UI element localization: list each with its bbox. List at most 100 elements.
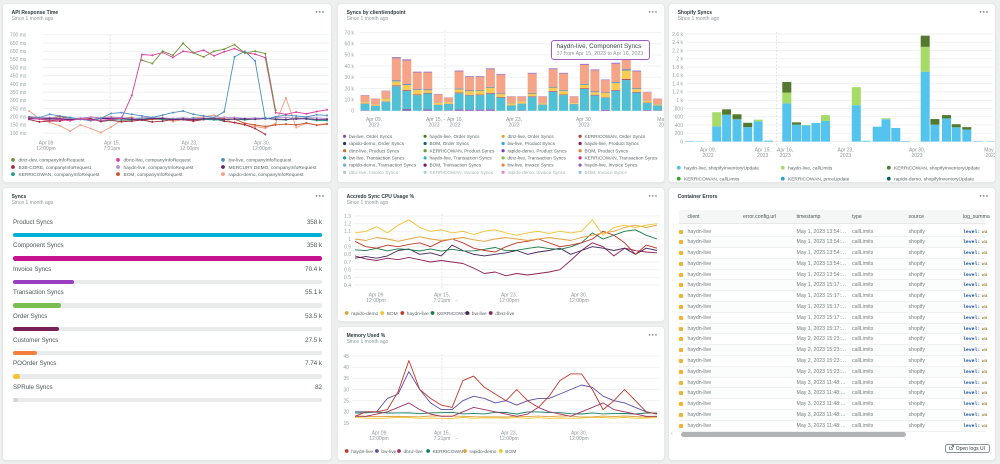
svg-text:1.6 k: 1.6 k bbox=[672, 73, 683, 79]
svg-text:12:00pm: 12:00pm bbox=[499, 436, 518, 442]
svg-text:dtnz-dev, companyInfoRequest: dtnz-dev, companyInfoRequest bbox=[19, 158, 86, 164]
svg-text:200 ms: 200 ms bbox=[10, 115, 27, 121]
svg-text:~: ~ bbox=[455, 436, 458, 441]
svg-text:0.9: 0.9 bbox=[344, 245, 351, 251]
svg-text:500 ms: 500 ms bbox=[10, 65, 27, 71]
svg-text:rapido-demo, companyInfoReques: rapido-demo, companyInfoRequest bbox=[229, 172, 305, 178]
svg-text:bw-live, Transaction Syncs: bw-live, Transaction Syncs bbox=[349, 156, 405, 161]
svg-text:rapido-demo: rapido-demo bbox=[470, 449, 497, 455]
svg-text:dbnz-live: dbnz-live bbox=[495, 311, 515, 317]
svg-text:2 k: 2 k bbox=[676, 57, 683, 63]
svg-text:Apr 09: Apr 09 bbox=[372, 431, 387, 437]
svg-text:dbnz-live: dbnz-live bbox=[404, 449, 424, 455]
svg-text:BOM, Order Syncs: BOM, Order Syncs bbox=[430, 141, 470, 146]
svg-text:Apr 30,: Apr 30, bbox=[576, 117, 592, 123]
svg-text:400: 400 bbox=[675, 123, 684, 129]
svg-text:1 k: 1 k bbox=[676, 98, 683, 104]
svg-text:0.6: 0.6 bbox=[344, 268, 351, 274]
svg-text:2023: 2023 bbox=[508, 122, 519, 128]
svg-text:Apr 30,: Apr 30, bbox=[571, 293, 587, 299]
svg-text:BOM: BOM bbox=[505, 449, 516, 455]
svg-text:1.3: 1.3 bbox=[344, 214, 351, 220]
svg-text:Apr 15,: Apr 15, bbox=[755, 148, 771, 154]
svg-text:KERRICOWAN: KERRICOWAN bbox=[437, 311, 470, 317]
svg-text:40 k: 40 k bbox=[345, 64, 355, 70]
svg-text:0: 0 bbox=[680, 139, 683, 145]
svg-text:BOM, Invoice Syncs: BOM, Invoice Syncs bbox=[585, 170, 628, 175]
svg-text:20 k: 20 k bbox=[345, 86, 355, 92]
svg-text:1.2: 1.2 bbox=[344, 222, 351, 228]
svg-text:450 ms: 450 ms bbox=[10, 74, 27, 80]
svg-text:KERRICOWAN: KERRICOWAN bbox=[433, 449, 466, 455]
svg-text:rapido-demo: rapido-demo bbox=[351, 311, 378, 317]
svg-text:600 ms: 600 ms bbox=[10, 49, 27, 55]
svg-text:250 ms: 250 ms bbox=[10, 106, 27, 112]
svg-text:dbnz-live, companyInfoRequest: dbnz-live, companyInfoRequest bbox=[124, 158, 192, 164]
svg-text:-: - bbox=[444, 117, 446, 123]
svg-text:Apr 23,: Apr 23, bbox=[501, 431, 517, 437]
svg-text:Apr 30,: Apr 30, bbox=[254, 141, 270, 147]
svg-text:200: 200 bbox=[675, 131, 684, 137]
svg-text:-: - bbox=[776, 148, 778, 154]
svg-text:bw-live, Invoice Syncs: bw-live, Invoice Syncs bbox=[508, 163, 555, 168]
svg-text:1.2 k: 1.2 k bbox=[672, 90, 683, 96]
svg-text:rapido-demo, Product Syncs: rapido-demo, Product Syncs bbox=[508, 148, 568, 153]
svg-text:2023: 2023 bbox=[757, 153, 768, 159]
svg-text:KERRICOWAN, shopifyInventoryUp: KERRICOWAN, shopifyInventoryUpdate bbox=[894, 166, 980, 172]
svg-text:rapido-demo, Invoice Syncs: rapido-demo, Invoice Syncs bbox=[508, 170, 566, 175]
svg-text:rapido-demo, Order Syncs: rapido-demo, Order Syncs bbox=[349, 141, 405, 146]
svg-text:1.1: 1.1 bbox=[344, 229, 351, 235]
svg-text:Apr 09: Apr 09 bbox=[369, 293, 384, 299]
svg-text:B2B-CORE, companyInfoRequest: B2B-CORE, companyInfoRequest bbox=[19, 165, 92, 171]
svg-text:haydn-live, Transaction Syncs: haydn-live, Transaction Syncs bbox=[430, 156, 493, 161]
svg-text:Apr 16,: Apr 16, bbox=[447, 117, 463, 123]
svg-text:haydn-live, Invoice Syncs: haydn-live, Invoice Syncs bbox=[585, 163, 639, 168]
svg-text:KERRICOWAN, Transaction Syncs: KERRICOWAN, Transaction Syncs bbox=[585, 156, 659, 161]
svg-text:haydn-live: haydn-live bbox=[407, 311, 429, 317]
svg-text:haydn-live, callLimits: haydn-live, callLimits bbox=[788, 166, 833, 172]
svg-text:BOM, Transaction Syncs: BOM, Transaction Syncs bbox=[430, 163, 482, 168]
svg-text:150 ms: 150 ms bbox=[10, 123, 27, 129]
svg-text:BOM, companyInfoRequest: BOM, companyInfoRequest bbox=[124, 172, 184, 178]
svg-text:rapido-demo, shopifyInventoryU: rapido-demo, shopifyInventoryUpdate bbox=[894, 177, 974, 183]
svg-text:7:21pm: 7:21pm bbox=[434, 436, 451, 442]
svg-text:Apr 15,: Apr 15, bbox=[426, 117, 442, 123]
svg-text:MERCURY DEMO, companyInfoReque: MERCURY DEMO, companyInfoRequest bbox=[229, 165, 317, 171]
svg-text:KERRICOWAN, Invoice Syncs: KERRICOWAN, Invoice Syncs bbox=[430, 170, 494, 175]
svg-text:12:00pm: 12:00pm bbox=[499, 298, 518, 304]
svg-text:12:00pm: 12:00pm bbox=[36, 146, 55, 152]
svg-text:30 k: 30 k bbox=[345, 75, 355, 81]
svg-text:7:21pm: 7:21pm bbox=[104, 146, 121, 152]
svg-text:2023: 2023 bbox=[449, 122, 460, 128]
svg-text:2023: 2023 bbox=[840, 153, 851, 159]
svg-text:bw-live: bw-live bbox=[472, 311, 487, 317]
svg-text:2023: 2023 bbox=[911, 153, 922, 159]
svg-text:12:00pm: 12:00pm bbox=[180, 146, 199, 152]
svg-text:20: 20 bbox=[343, 410, 349, 416]
svg-text:KERRICOWAN, Order Syncs: KERRICOWAN, Order Syncs bbox=[585, 134, 646, 139]
svg-text:700 ms: 700 ms bbox=[10, 33, 27, 39]
svg-text:Apr 15,: Apr 15, bbox=[104, 141, 120, 147]
svg-text:2.6 k: 2.6 k bbox=[672, 32, 683, 38]
svg-text:1: 1 bbox=[348, 237, 351, 243]
svg-text:KERRICOWAN, priceUpdate: KERRICOWAN, priceUpdate bbox=[788, 177, 850, 183]
svg-text:May 1: May 1 bbox=[984, 148, 996, 154]
svg-text:35: 35 bbox=[343, 376, 349, 382]
svg-text:KERRICOWAN, Product Syncs: KERRICOWAN, Product Syncs bbox=[430, 148, 496, 153]
svg-text:12:00pm: 12:00pm bbox=[366, 298, 385, 304]
svg-text:Apr 15,: Apr 15, bbox=[434, 293, 450, 299]
svg-text:0.8: 0.8 bbox=[344, 252, 351, 258]
svg-text:12:00pm: 12:00pm bbox=[569, 436, 588, 442]
svg-text:Apr 30,: Apr 30, bbox=[571, 431, 587, 437]
svg-text:2023: 2023 bbox=[780, 153, 791, 159]
svg-text:1.4 k: 1.4 k bbox=[672, 82, 683, 88]
svg-text:800: 800 bbox=[675, 106, 684, 112]
svg-text:haydn-live, shopifyInventoryUp: haydn-live, shopifyInventoryUpdate bbox=[684, 166, 759, 172]
svg-text:haydn-live, Order Syncs: haydn-live, Order Syncs bbox=[430, 134, 481, 139]
svg-text:0: 0 bbox=[351, 109, 354, 115]
svg-text:Apr 23,: Apr 23, bbox=[506, 117, 522, 123]
svg-text:Apr 23,: Apr 23, bbox=[181, 141, 197, 147]
svg-text:Apr 15,: Apr 15, bbox=[434, 431, 450, 437]
svg-text:0.7: 0.7 bbox=[344, 260, 351, 266]
svg-text:25: 25 bbox=[343, 399, 349, 405]
